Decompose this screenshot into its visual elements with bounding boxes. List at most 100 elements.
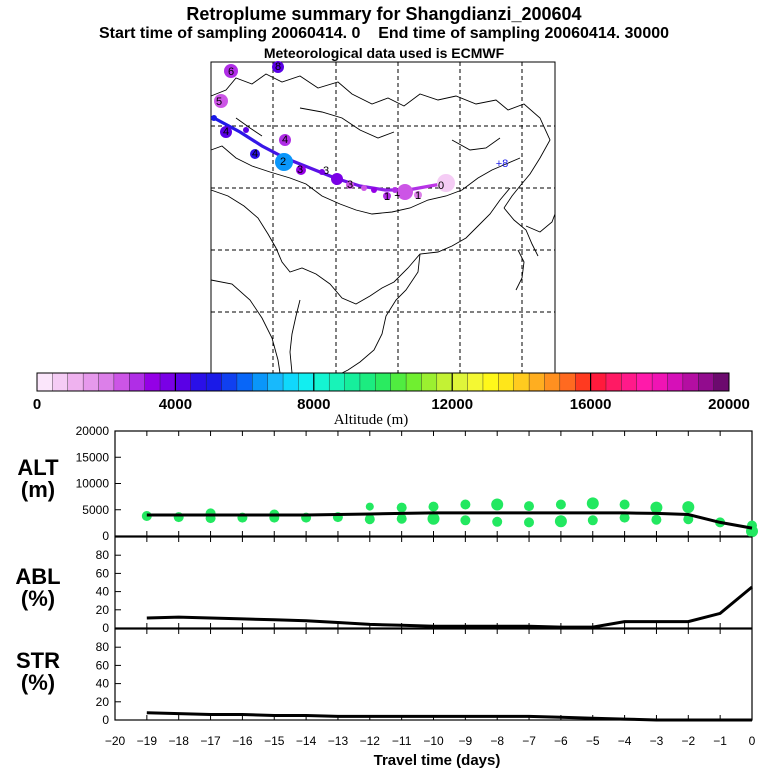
colorbar-cell bbox=[313, 372, 330, 392]
colorbar-cell bbox=[267, 372, 284, 392]
colorbar-tick-label: 8000 bbox=[297, 396, 330, 413]
colorbar-cell bbox=[605, 372, 622, 392]
alt-point bbox=[555, 499, 566, 510]
str-line bbox=[146, 711, 752, 722]
trajectory-marker bbox=[296, 165, 306, 175]
trajectory-day-label: 5 bbox=[216, 96, 222, 108]
trajectory-day-label: 3 bbox=[297, 164, 303, 176]
x-tick-label: −7 bbox=[522, 734, 536, 748]
trajectory-marker bbox=[214, 94, 228, 108]
colorbar-cell bbox=[221, 372, 238, 392]
alt-point bbox=[428, 501, 439, 512]
colorbar-cell bbox=[498, 372, 515, 392]
colorbar-cell bbox=[328, 372, 346, 392]
trajectory-marker bbox=[397, 184, 413, 200]
station-marker-label: +8 bbox=[496, 158, 509, 170]
colorbar-cell bbox=[713, 372, 730, 392]
y-tick-label: 40 bbox=[96, 677, 110, 691]
x-tick-label: −4 bbox=[618, 734, 632, 748]
colorbar-cell bbox=[405, 372, 422, 392]
x-tick-label: −9 bbox=[459, 734, 473, 748]
alt-point bbox=[491, 498, 504, 511]
trajectory-day-label: 4 bbox=[282, 134, 288, 146]
colorbar-cell bbox=[98, 372, 115, 392]
abl-line bbox=[146, 585, 753, 629]
colorbar-cell bbox=[528, 372, 545, 392]
colorbar-cell bbox=[205, 372, 223, 392]
panel-ylabel: ABL (%) bbox=[15, 564, 60, 611]
met-data-line: Meteorological data used is ECMWF bbox=[0, 45, 768, 61]
trajectory-marker bbox=[437, 174, 455, 192]
x-tick-label: −10 bbox=[423, 734, 444, 748]
trajectory-marker bbox=[275, 153, 293, 171]
x-tick-label: −3 bbox=[650, 734, 664, 748]
colorbar-tick-label: 12000 bbox=[431, 396, 473, 413]
x-tick-label: −18 bbox=[169, 734, 190, 748]
colorbar-cell bbox=[175, 372, 192, 392]
colorbar-tick-label: 4000 bbox=[159, 396, 192, 413]
alt-point bbox=[427, 512, 440, 525]
colorbar-title: Altitude (m) bbox=[334, 412, 409, 428]
alt-point bbox=[682, 501, 695, 514]
alt-point bbox=[205, 508, 216, 519]
colorbar-cell bbox=[667, 372, 684, 392]
x-tick-label: −20 bbox=[105, 734, 126, 748]
colorbar-cell bbox=[359, 372, 376, 392]
trajectory-day-label: 1 bbox=[415, 190, 421, 202]
colorbar-cell bbox=[421, 372, 438, 392]
colorbar-cell bbox=[467, 372, 484, 392]
map-coastlines bbox=[210, 73, 556, 374]
trajectory-marker bbox=[272, 61, 284, 73]
colorbar-cell bbox=[82, 372, 100, 392]
colorbar-cell bbox=[252, 372, 269, 392]
trajectory-particle bbox=[371, 187, 377, 193]
map-frame bbox=[210, 61, 556, 374]
panel-ylabel: STR (%) bbox=[16, 648, 60, 695]
panel-frame bbox=[114, 536, 753, 629]
colorbar-cell bbox=[559, 372, 576, 392]
x-tick-label: −11 bbox=[392, 734, 412, 748]
time-series-plots: 0 5000 10000 15000 20000 ALT (m) 0 20 40 60 80 ABL (%… bbox=[15, 424, 758, 768]
colorbar-cell bbox=[590, 372, 607, 392]
trajectory-day-label: 2 bbox=[280, 156, 286, 168]
x-axis-title: Travel time (days) bbox=[374, 752, 501, 768]
trajectory-day-label: 4 bbox=[252, 148, 258, 160]
x-tick-label: −1 bbox=[713, 734, 727, 748]
trajectory-marker bbox=[224, 64, 238, 78]
colorbar-tick-label: 0 bbox=[33, 396, 41, 413]
colorbar-cell bbox=[282, 372, 299, 392]
end-time-text: End time of sampling 20060414. 30000 bbox=[378, 25, 670, 42]
trajectory-particle bbox=[243, 127, 249, 133]
colorbar-tick-label: 16000 bbox=[570, 396, 612, 413]
colorbar-cell bbox=[129, 372, 146, 392]
x-tick-label: −5 bbox=[586, 734, 600, 748]
colorbar-cell bbox=[636, 372, 653, 392]
y-tick-label: 60 bbox=[96, 658, 110, 672]
colorbar-cell bbox=[236, 372, 253, 392]
panel-abl: 0 20 40 60 80 ABL (%) bbox=[15, 536, 753, 635]
trajectory-marker bbox=[220, 126, 232, 138]
trajectory-particle bbox=[211, 115, 217, 121]
x-tick-label: −8 bbox=[490, 734, 504, 748]
y-tick-label: 20000 bbox=[76, 424, 110, 438]
figure-title: Retroplume summary for Shangdianzi_20060… bbox=[186, 4, 582, 24]
alt-median-line bbox=[146, 511, 753, 530]
colorbar-cell bbox=[436, 372, 453, 392]
trajectory-marker bbox=[383, 192, 391, 200]
alt-point bbox=[460, 515, 471, 526]
y-tick-label: 0 bbox=[102, 529, 109, 543]
alt-point bbox=[396, 502, 407, 513]
met-data-text: Meteorological data used is ECMWF bbox=[261, 45, 507, 61]
map-grid-lines bbox=[211, 62, 555, 373]
alt-point bbox=[587, 515, 598, 526]
alt-point bbox=[460, 499, 471, 510]
trajectory-day-label: 0 bbox=[438, 180, 444, 192]
x-tick-label: −17 bbox=[200, 734, 221, 748]
y-tick-label: 5000 bbox=[82, 503, 109, 517]
trajectory-day-label: 4 bbox=[223, 126, 229, 138]
y-tick-label: 20 bbox=[96, 603, 110, 617]
y-tick-label: 60 bbox=[96, 566, 110, 580]
x-tick-label: −2 bbox=[681, 734, 695, 748]
alt-point bbox=[554, 515, 567, 528]
